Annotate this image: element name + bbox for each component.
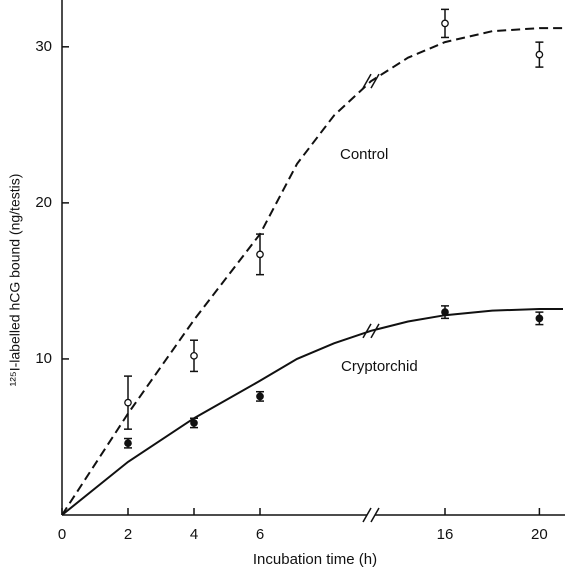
series-label: Cryptorchid [341,358,418,375]
data-point [256,392,264,401]
series-label: Control [340,146,388,163]
curve-break [370,73,380,89]
data-point [441,19,449,28]
y-axis-label: ¹²⁵I-labelled hCG bound (ng/testis) [7,174,23,387]
x-tick-label: 20 [531,526,548,543]
data-point [535,314,544,323]
fit-curve [61,308,563,516]
y-tick-label: 20 [35,194,52,211]
curve-break [362,323,372,339]
data-point [190,351,198,360]
data-point [190,419,198,427]
x-tick-label: 4 [190,526,198,543]
x-tick-label: 16 [437,526,454,543]
data-point [535,50,544,59]
data-point [124,439,132,448]
x-tick-label: 0 [58,526,66,543]
axis-break [370,507,380,523]
data-point [441,308,449,316]
curve-break [370,323,380,339]
y-tick-label: 10 [35,350,52,367]
y-tick-label: 30 [35,38,52,55]
curve-break [362,73,372,89]
x-tick-label: 2 [124,526,132,543]
data-point [256,250,264,259]
axis-break [362,507,372,523]
fit-curve [61,27,563,516]
data-point [124,398,132,407]
x-tick-label: 6 [256,526,264,543]
x-axis-label: Incubation time (h) [253,551,377,568]
